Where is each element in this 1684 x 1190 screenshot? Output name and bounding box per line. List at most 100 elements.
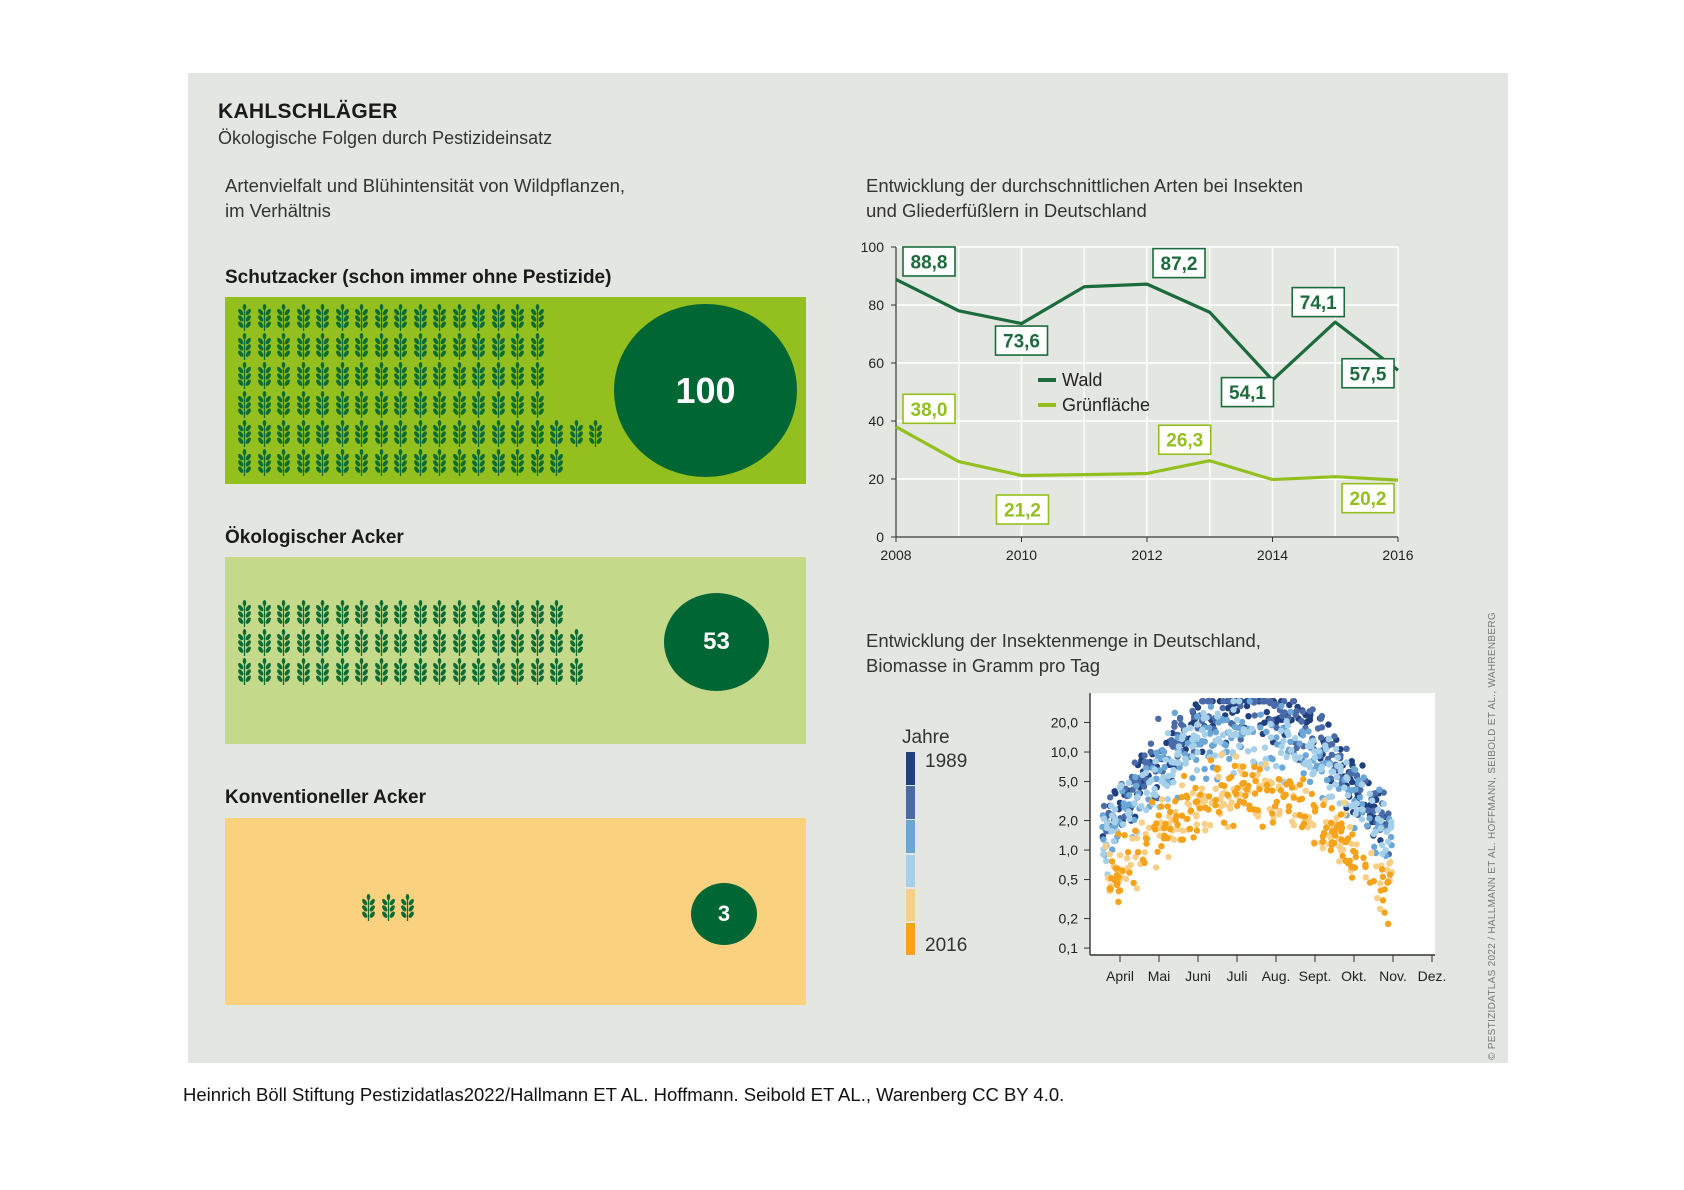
scatter-point [1290,794,1297,801]
scatter-point [1337,746,1344,753]
wheat-icon [274,449,293,476]
wheat-icon [372,304,391,331]
scatter-chart-title-line1: Entwicklung der Insektenmenge in Deutsch… [866,630,1261,651]
legend-color-segment [906,752,915,785]
scatter-chart-title: Entwicklung der Insektenmenge in Deutsch… [866,628,1261,678]
scatter-point [1309,706,1316,713]
scatter-point [1384,838,1392,845]
scatter-point [1164,730,1172,737]
scatter-point [1358,781,1366,788]
scatter-point [1370,830,1377,838]
wheat-icon [430,304,449,331]
scatter-point [1263,708,1270,716]
scatter-point [1197,791,1204,798]
scatter-point [1356,794,1364,801]
scatter-point [1220,698,1227,705]
scatter-point [1121,832,1128,839]
scatter-point [1231,762,1239,770]
scatter-point [1174,751,1181,758]
scatter-point [1360,774,1367,781]
wheat-icon [274,420,293,447]
wheat-icon [489,600,508,627]
wheat-icon [274,391,293,418]
oekologisch-label: Ökologischer Acker [225,527,404,548]
wheat-icon [450,420,469,447]
scatter-point [1133,885,1141,892]
scatter-point [1381,909,1388,916]
scatter-point [1115,873,1122,881]
wheat-icon [372,362,391,389]
wheat-icon [274,658,293,685]
scatter-point [1215,808,1222,816]
scatter-point [1102,857,1110,865]
scatter-point [1346,823,1354,831]
wheat-icon [255,600,274,627]
scatter-point [1362,863,1369,871]
scatter-point [1166,825,1174,833]
wheat-icon [313,304,332,331]
wheat-icon [255,449,274,476]
wheat-icon [313,600,332,627]
wheat-icon [255,420,274,447]
source-credit: Heinrich Böll Stiftung Pestizidatlas2022… [183,1084,1065,1105]
scatter-point [1350,801,1357,808]
scatter-point [1261,719,1268,726]
scatter-point [1170,779,1177,786]
scatter-point [1298,728,1306,735]
scatter-point [1368,797,1376,804]
wheat-icon [294,658,313,685]
scatter-point [1360,854,1367,861]
scatter-point [1353,841,1360,848]
scatter-point [1296,796,1303,803]
scatter-point [1164,803,1171,810]
scatter-point [1306,759,1313,766]
scatter-point [1188,743,1196,750]
scatter-point [1333,774,1341,781]
scatter-point [1174,821,1181,828]
scatter-point [1384,866,1391,874]
scatter-points [1099,698,1396,927]
scatter-point [1205,806,1212,813]
scatter-point [1180,772,1188,780]
wheat-icon [489,449,508,476]
scatter-point [1359,806,1366,813]
wheat-icon [430,391,449,418]
scatter-point [1100,815,1108,822]
data-label: 57,5 [1350,364,1387,385]
scatter-point [1124,855,1131,862]
scatter-point [1352,853,1359,861]
scatter-point [1292,755,1299,763]
scatter-point [1374,815,1382,823]
scatter-point [1328,741,1336,748]
scatter-point [1348,840,1355,848]
scatter-point [1182,760,1189,767]
wheat-icon [391,391,410,418]
scatter-point [1257,711,1264,718]
scatter-point [1325,793,1332,801]
scatter-y-tick-label: 5,0 [1059,774,1079,790]
wheat-icon [235,658,254,685]
wheat-icon [528,449,547,476]
wheat-icon [255,362,274,389]
scatter-point [1182,751,1189,758]
wheat-icon [450,333,469,360]
scatter-point [1145,824,1153,831]
scatter-point [1373,863,1380,870]
scatter-point [1332,745,1340,753]
scatter-point [1317,734,1325,741]
scatter-point [1213,766,1221,773]
wheat-icon [489,658,508,685]
scatter-point [1202,827,1209,834]
scatter-point [1230,731,1238,739]
scatter-point [1148,798,1156,805]
scatter-point [1384,879,1391,886]
scatter-point [1141,849,1148,856]
wheat-icon [294,600,313,627]
scatter-point [1299,708,1306,715]
scatter-point [1366,879,1374,886]
scatter-point [1252,777,1259,785]
line-chart-legend: Wald Grünfläche [1038,370,1150,415]
scatter-point [1187,807,1195,814]
wheat-icon [352,420,371,447]
wheat-icon [469,629,488,656]
